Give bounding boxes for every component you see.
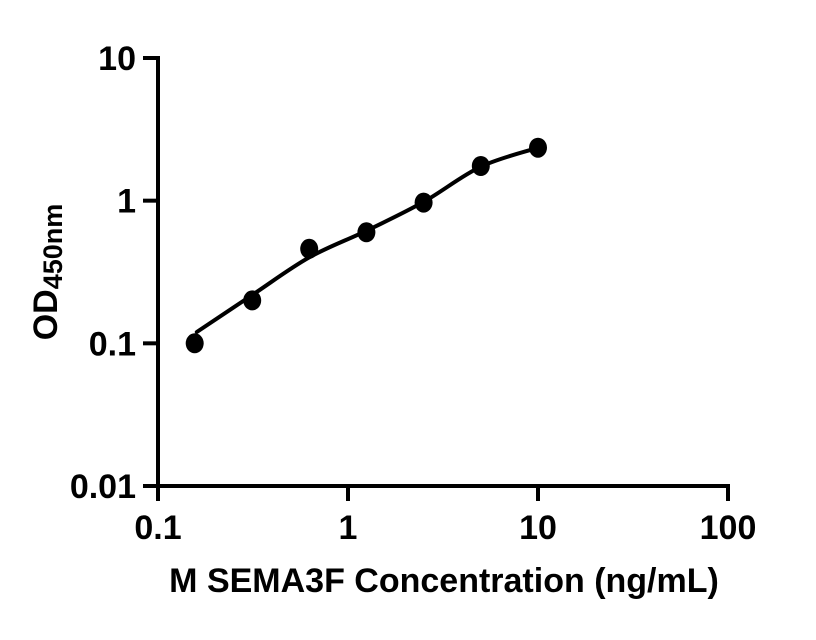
data-point-marker: [185, 333, 204, 354]
data-point-marker: [300, 238, 319, 259]
data-point-marker: [529, 137, 547, 158]
data-point-marker: [471, 156, 490, 176]
y-tick-label: 0.1: [89, 325, 136, 363]
x-tick-label: 100: [700, 509, 757, 547]
x-tick-label: 10: [519, 509, 557, 547]
x-axis-title: M SEMA3F Concentration (ng/mL): [169, 562, 719, 600]
data-point-marker: [243, 290, 262, 311]
y-tick-label: 1: [117, 183, 136, 221]
data-point-marker: [357, 222, 376, 243]
y-axis-title: OD450nm: [27, 204, 68, 341]
data-point-marker: [414, 192, 433, 213]
y-tick-label: 10: [98, 40, 136, 78]
y-axis-title-main: OD: [27, 289, 65, 341]
x-tick-label: 0.1: [134, 509, 181, 547]
y-axis-title-subscript: 450nm: [38, 203, 68, 290]
y-tick-label: 0.01: [70, 468, 136, 506]
x-tick-label: 1: [339, 509, 358, 547]
